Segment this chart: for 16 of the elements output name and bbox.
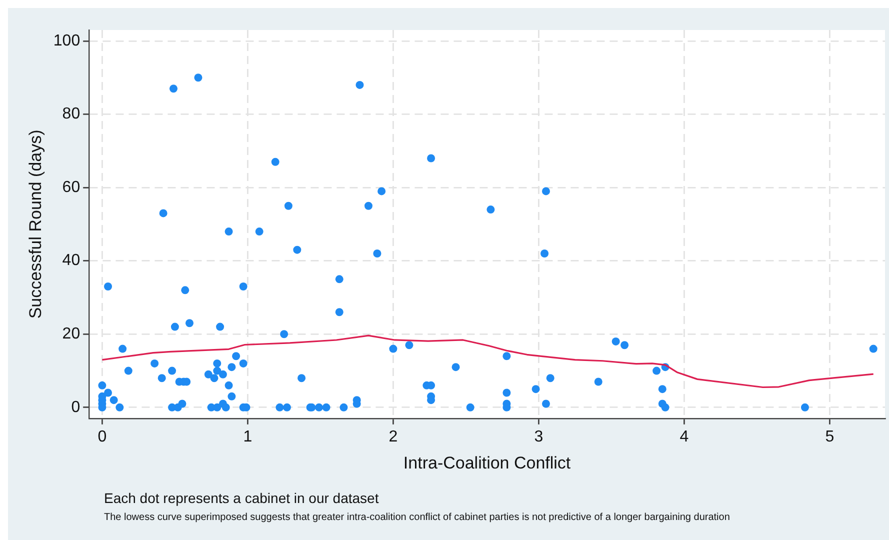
text: Each dot represents a cabinet in our dataset	[104, 490, 380, 506]
x-tick-label: 2	[388, 428, 398, 446]
y-tick-label: 20	[62, 326, 80, 343]
y-axis-title: Successful Round (days)	[26, 130, 45, 319]
x-tick-label: 3	[534, 428, 544, 446]
x-tick-label: 4	[680, 428, 689, 446]
y-tick-label: 40	[62, 252, 80, 270]
y-tick-label: 0	[71, 398, 80, 416]
x-axis-title: Intra-Coalition Conflict	[403, 453, 571, 472]
x-tick-label: 1	[243, 428, 252, 446]
y-tick-label: 80	[62, 106, 80, 123]
x-tick-label: 0	[98, 428, 107, 446]
y-tick-label: 100	[53, 32, 80, 50]
x-tick-label: 5	[825, 428, 834, 446]
text: The lowess curve superimposed suggests that greater intra-coalition conflict of cabinet parties is not predictive of a longer bargaining duration	[104, 512, 730, 523]
y-tick-label: 60	[62, 178, 80, 196]
